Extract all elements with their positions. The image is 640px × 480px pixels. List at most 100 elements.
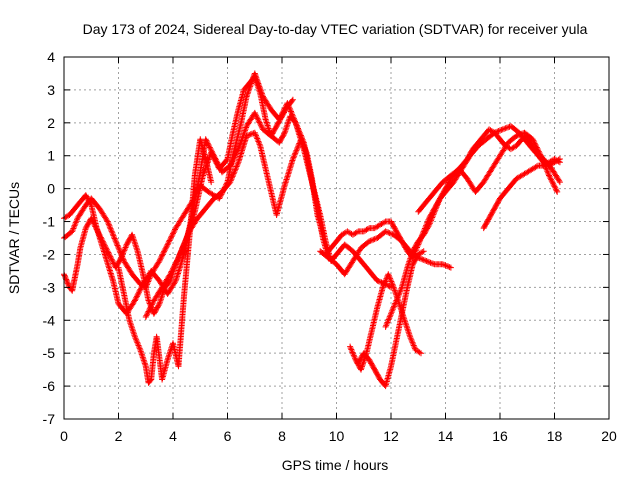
data-point (92, 223, 99, 230)
data-point (157, 256, 164, 263)
data-point (501, 125, 508, 132)
data-point (98, 235, 105, 242)
x-tick-label: 8 (278, 428, 286, 444)
data-point (64, 280, 71, 287)
data-point (206, 144, 213, 151)
data-point (298, 136, 305, 143)
data-point (158, 253, 165, 260)
data-point (209, 152, 216, 159)
data-point (212, 159, 219, 165)
data-point (204, 140, 211, 147)
data-point (105, 220, 112, 226)
x-tick-label: 18 (547, 428, 563, 444)
data-point (164, 241, 171, 248)
data-point (416, 349, 423, 356)
data-point (423, 258, 430, 264)
data-point (387, 277, 394, 284)
data-point (281, 130, 287, 137)
data-point (103, 245, 110, 252)
y-tick-label: 3 (47, 82, 55, 98)
data-point (170, 265, 176, 272)
data-point (301, 143, 308, 150)
data-point (289, 97, 295, 104)
x-tick-label: 20 (601, 428, 617, 444)
data-point (108, 227, 115, 233)
data-point (181, 239, 188, 246)
data-point (232, 153, 238, 159)
data-point (411, 344, 418, 350)
data-point (550, 180, 557, 187)
data-point (255, 116, 262, 123)
data-point (210, 154, 217, 161)
data-point (347, 345, 354, 352)
data-point (503, 124, 510, 131)
data-marks (61, 70, 563, 390)
x-tick-label: 16 (492, 428, 508, 444)
data-point (227, 161, 234, 168)
data-point (531, 139, 538, 145)
data-point (149, 300, 156, 307)
data-point (491, 129, 498, 136)
data-point (177, 249, 184, 256)
data-point (108, 256, 115, 263)
data-point (174, 257, 181, 264)
data-point (93, 226, 100, 233)
data-point (419, 249, 426, 255)
y-tick-label: -6 (43, 378, 56, 394)
data-point (364, 226, 371, 232)
data-point (132, 296, 139, 303)
data-point (166, 237, 173, 244)
data-point (409, 339, 416, 346)
data-point (203, 163, 209, 170)
data-point (171, 263, 178, 269)
data-point (202, 136, 209, 143)
data-point (170, 264, 177, 271)
data-point (385, 272, 392, 279)
data-point (426, 259, 433, 266)
y-axis-ticks: -7 -6 -5 -4 -3 -2 -1 0 1 2 3 4 (43, 49, 609, 427)
x-tick-label: 14 (438, 428, 454, 444)
data-point (231, 169, 238, 176)
data-point (145, 308, 152, 315)
data-point (103, 217, 110, 224)
data-point (386, 313, 393, 320)
data-point (144, 311, 151, 318)
data-point (97, 234, 104, 241)
data-point (107, 253, 114, 260)
data-point (547, 175, 554, 182)
data-point (349, 349, 356, 356)
data-point (134, 292, 141, 298)
data-point (110, 259, 116, 266)
data-point (497, 127, 503, 134)
data-point (420, 256, 427, 263)
data-point (74, 216, 80, 223)
data-point (172, 260, 179, 267)
data-point (99, 238, 106, 245)
data-point (104, 248, 111, 255)
data-point (291, 153, 298, 160)
data-point (173, 258, 180, 265)
data-point (95, 229, 102, 235)
y-tick-label: -1 (43, 214, 56, 230)
data-point (87, 200, 94, 207)
data-point (180, 243, 187, 250)
data-point (295, 126, 302, 133)
data-point (69, 228, 76, 235)
data-point (163, 244, 170, 251)
y-tick-label: 2 (47, 115, 55, 131)
data-point (95, 230, 102, 237)
data-point (133, 294, 140, 301)
data-point (243, 133, 250, 139)
data-point (117, 256, 124, 262)
data-point (533, 163, 540, 170)
data-point (133, 336, 140, 343)
data-point (535, 147, 542, 154)
data-point (112, 238, 119, 245)
data-point (168, 234, 174, 241)
data-point (177, 250, 184, 257)
data-point (131, 297, 138, 304)
data-point (439, 261, 446, 268)
data-point (204, 139, 211, 145)
data-point (167, 236, 174, 243)
